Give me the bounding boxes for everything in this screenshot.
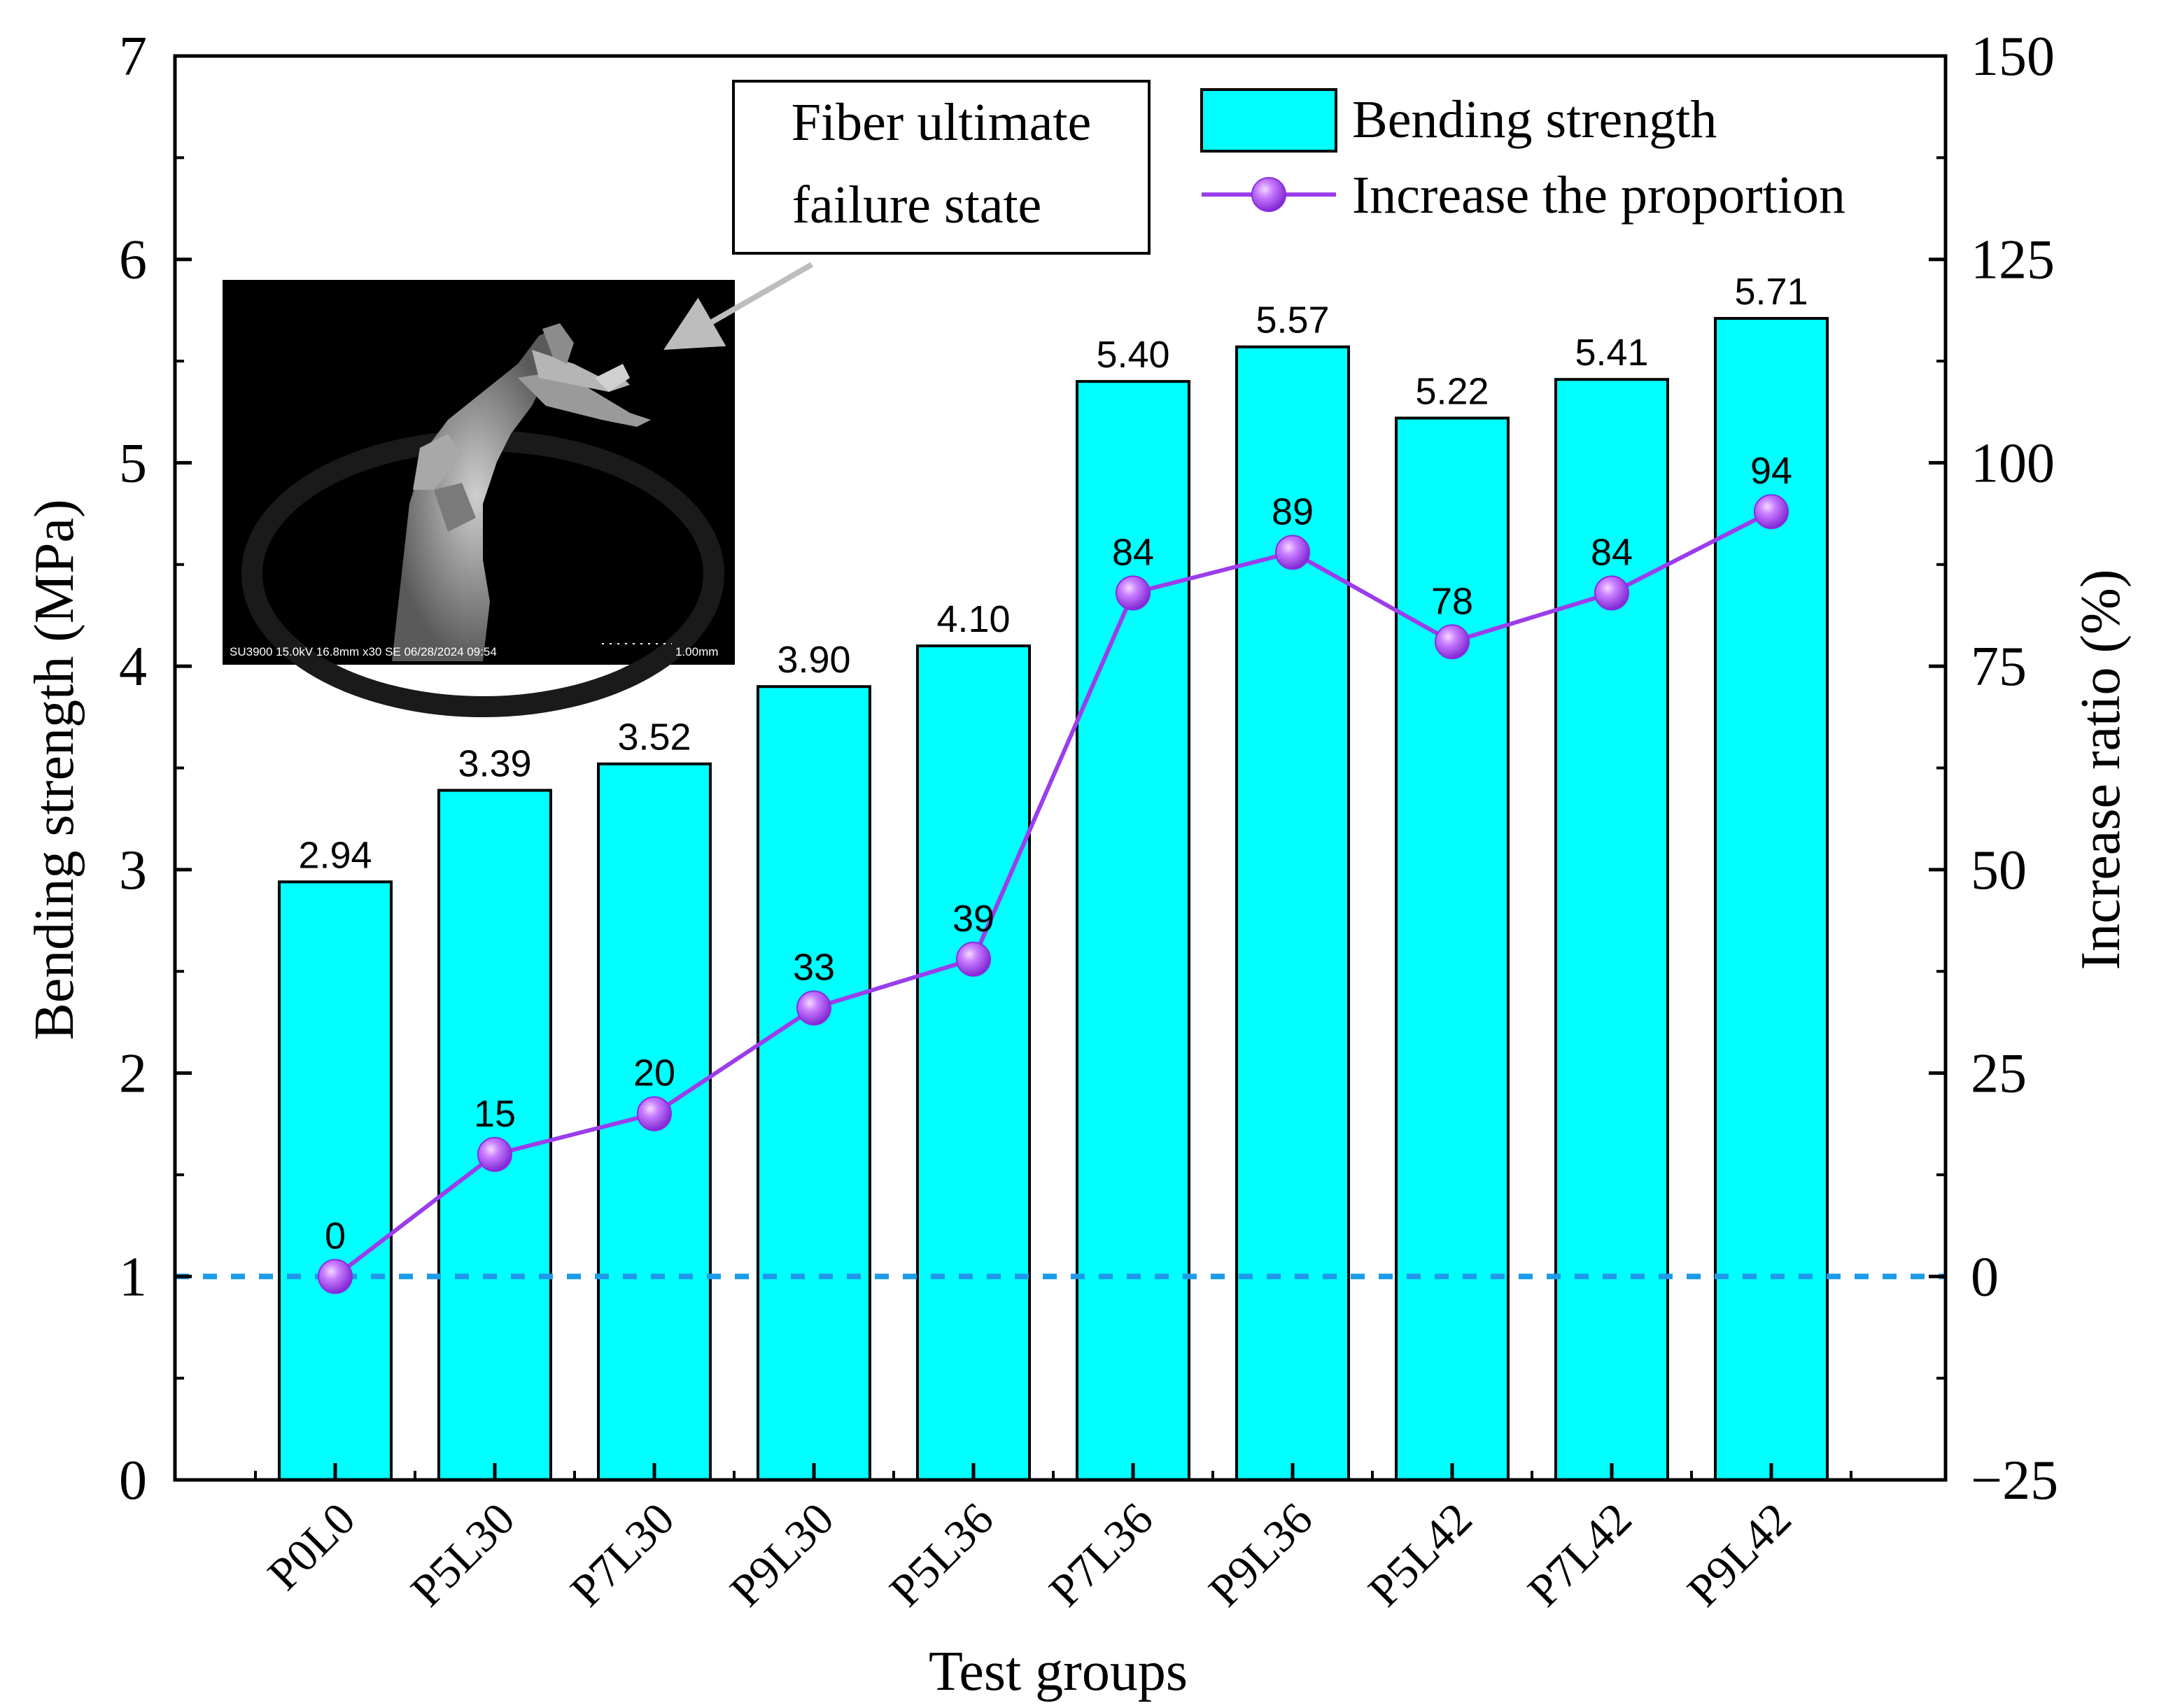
increase-value-label: 39: [952, 898, 994, 940]
x-tick-label: P9L42: [1678, 1493, 1801, 1616]
increase-value-label: 20: [633, 1052, 675, 1094]
bar-value-label: 5.41: [1575, 332, 1648, 374]
bar-value-label: 3.39: [458, 742, 531, 784]
x-tick-label: P7L36: [1040, 1493, 1163, 1616]
inset-caption: SU3900 15.0kV 16.8mm x30 SE 06/28/2024 0…: [230, 645, 497, 658]
annotation-callout: Fiber ultimate failure state: [663, 80, 1151, 350]
increase-value-label: 0: [325, 1215, 346, 1257]
annotation-line-2: failure state: [792, 176, 1042, 234]
annotation-line-1: Fiber ultimate: [792, 93, 1091, 152]
bar-p9l42: [1714, 317, 1829, 1481]
bar-p0l0: [278, 880, 393, 1482]
increase-point-p0l0: [318, 1259, 353, 1294]
y-tick-label: 7: [119, 26, 147, 87]
inset-scale-label: 1.00mm: [675, 645, 718, 658]
legend-swatch-bar: [1200, 88, 1337, 153]
bar-p9l30: [757, 685, 871, 1482]
x-tick-label: P7L42: [1519, 1493, 1642, 1616]
x-tick-label: P5L36: [880, 1493, 1004, 1616]
x-tick-label: P5L42: [1359, 1493, 1482, 1616]
y2-tick-label: 25: [1971, 1043, 2027, 1105]
legend-label-bending: Bending strength: [1352, 90, 1717, 149]
bar-value-label: 5.57: [1256, 299, 1329, 341]
inset-sem-image: SU3900 15.0kV 16.8mm x30 SE 06/28/2024 0…: [223, 280, 735, 717]
y2-tick-label: 150: [1971, 26, 2055, 87]
increase-point-p7l42: [1594, 575, 1629, 611]
y-tick-label: 0: [119, 1450, 147, 1511]
x-tick-label: P0L0: [258, 1493, 365, 1600]
bar-p7l36: [1076, 380, 1190, 1482]
y2-tick-label: 75: [1971, 636, 2027, 698]
increase-line-layer: [318, 494, 1789, 1294]
bar-value-label: 3.52: [617, 717, 691, 758]
y-tick-label: 3: [119, 840, 147, 901]
y-axis-title: Bending strength (MPa): [24, 499, 85, 1040]
y2-tick-label: 50: [1971, 840, 2027, 901]
increase-point-p9l36: [1275, 535, 1310, 570]
x-tick-label: P5L30: [402, 1493, 525, 1616]
bar-value-label: 5.71: [1734, 271, 1808, 313]
bar-value-label: 5.22: [1415, 370, 1489, 412]
bars-layer: [278, 317, 1829, 1482]
y2-tick-label: 100: [1971, 432, 2055, 494]
bar-value-label: 4.10: [936, 598, 1010, 640]
y-tick-label: 2: [119, 1043, 147, 1105]
increase-point-p7l30: [637, 1096, 672, 1131]
increase-value-label: 78: [1431, 580, 1473, 622]
increase-value-label: 94: [1750, 450, 1792, 492]
bar-value-label: 3.90: [777, 639, 850, 681]
y2-tick-label: 125: [1971, 230, 2055, 291]
y-tick-label: 4: [119, 636, 147, 698]
bar-p5l30: [437, 789, 552, 1481]
x-axis-title: Test groups: [929, 1641, 1188, 1702]
x-tick-label: P9L36: [1200, 1493, 1323, 1616]
bar-p5l36: [916, 644, 1031, 1481]
increase-value-label: 84: [1112, 531, 1154, 573]
y-tick-label: 1: [119, 1246, 147, 1308]
data-labels-layer: 2.94 3.39 3.52 3.90 4.10 5.40 5.57 5.22 5.41 5.71…: [298, 271, 1808, 1257]
increase-point-p9l42: [1754, 494, 1789, 530]
increase-point-p5l42: [1435, 624, 1470, 660]
legend-label-increase: Increase the proportion: [1352, 166, 1845, 225]
increase-point-p7l36: [1116, 575, 1151, 611]
y2-tick-label: 0: [1971, 1246, 1999, 1308]
x-tick-label: P9L30: [721, 1493, 844, 1616]
y2-tick-label: −25: [1971, 1450, 2058, 1511]
y-tick-label: 6: [119, 230, 147, 291]
bar-value-label: 2.94: [298, 834, 372, 876]
increase-value-label: 15: [474, 1093, 516, 1135]
increase-point-p9l30: [796, 990, 831, 1026]
annotation-arrow: [663, 262, 813, 350]
increase-value-label: 84: [1591, 531, 1633, 573]
y-tick-label: 5: [119, 432, 147, 494]
bar-value-label: 5.40: [1096, 334, 1169, 376]
increase-point-p5l36: [956, 941, 991, 977]
legend-swatch-marker: [1251, 177, 1286, 212]
increase-value-label: 89: [1272, 490, 1314, 532]
y2-axis-title: Increase ratio (%): [2070, 570, 2132, 971]
fiber-icon: [392, 323, 651, 661]
bar-p5l42: [1395, 416, 1510, 1481]
increase-value-label: 33: [793, 947, 835, 989]
increase-point-p5l30: [477, 1136, 512, 1172]
legend: Bending strength Increase the proportion: [1200, 88, 1845, 225]
increase-polyline: [334, 509, 1773, 1278]
x-tick-label: P7L30: [561, 1493, 684, 1616]
